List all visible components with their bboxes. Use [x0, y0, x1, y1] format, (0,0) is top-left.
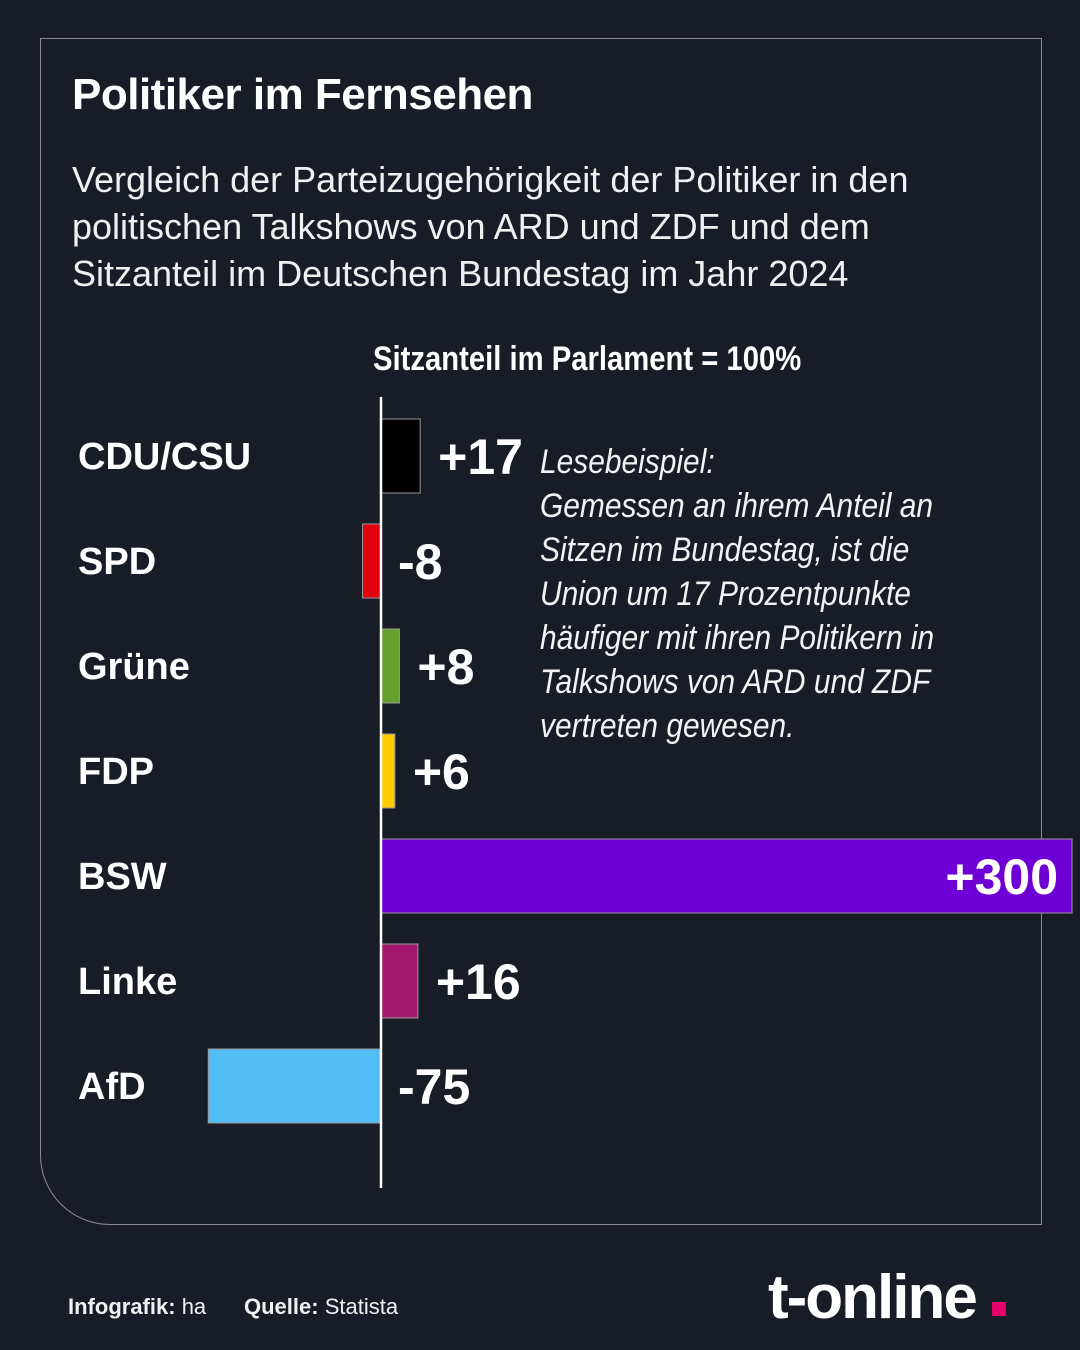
value-label: +17 — [438, 429, 523, 485]
bar-cdu-csu — [380, 418, 421, 494]
axis-label: Sitzanteil im Parlament = 100% — [373, 340, 802, 378]
note-line: Sitzen im Bundestag, ist die — [540, 531, 910, 569]
category-label: AfD — [78, 1066, 146, 1108]
chart-title: Politiker im Fernsehen — [72, 70, 533, 119]
note-line: Lesebeispiel: — [540, 443, 715, 481]
chart-subtitle: Vergleich der Parteizugehörigkeit der Po… — [72, 159, 909, 294]
note-line: Union um 17 Prozentpunkte — [540, 575, 911, 613]
footer-infografik-label: Infografik: — [68, 1294, 176, 1319]
bar-fdp — [380, 733, 396, 809]
value-label: +8 — [417, 639, 474, 695]
note-line: Gemessen an ihrem Anteil an — [540, 487, 934, 525]
category-label: BSW — [78, 856, 167, 898]
value-label: -75 — [398, 1059, 470, 1115]
bar-spd — [362, 523, 382, 599]
value-label: +300 — [945, 849, 1058, 905]
value-label: -8 — [398, 534, 442, 590]
bar-afd — [207, 1048, 382, 1124]
t-online-logo: t-online — [768, 1263, 978, 1332]
reading-example-note: Lesebeispiel: Gemessen an ihrem Anteil a… — [540, 440, 998, 748]
footer-source-label: Quelle: — [244, 1294, 319, 1319]
note-line: häufiger mit ihren Politikern in — [540, 619, 935, 657]
chart-frame — [40, 38, 1042, 1225]
footer-source: Quelle: Statista — [244, 1294, 398, 1320]
category-label: SPD — [78, 541, 156, 583]
note-line: Talkshows von ARD und ZDF — [540, 663, 931, 701]
bar-gr-ne — [380, 628, 400, 704]
logo-dot — [992, 1302, 1006, 1316]
bar-linke — [380, 943, 419, 1019]
value-label: +16 — [436, 954, 521, 1010]
category-label: Grüne — [78, 646, 190, 688]
category-label: FDP — [78, 751, 154, 793]
footer-infografik: Infografik: ha — [68, 1294, 206, 1320]
value-label: +6 — [413, 744, 470, 800]
bar-bsw — [380, 838, 1073, 914]
category-label: Linke — [78, 961, 177, 1003]
category-label: CDU/CSU — [78, 436, 251, 478]
footer-source-value: Statista — [324, 1294, 399, 1319]
note-line: vertreten gewesen. — [540, 707, 795, 745]
footer-infografik-value: ha — [181, 1294, 207, 1319]
